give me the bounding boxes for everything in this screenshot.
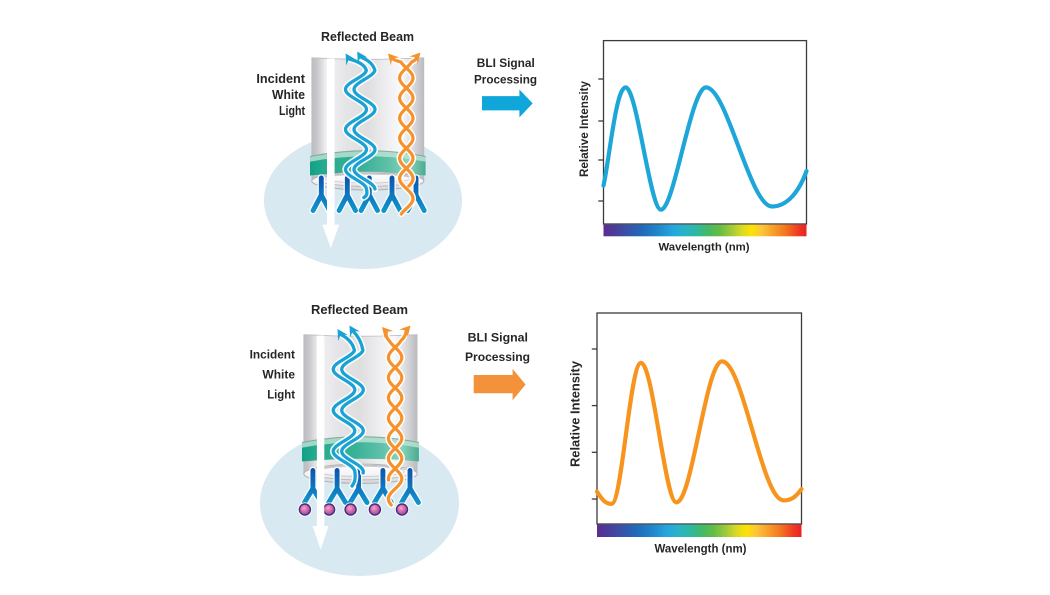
svg-text:Incident: Incident [256,72,305,86]
svg-text:Light: Light [279,104,306,118]
svg-text:Processing: Processing [465,350,530,364]
svg-text:White: White [272,88,305,102]
svg-text:Relative Intensity: Relative Intensity [569,361,583,467]
svg-text:Relative Intensity: Relative Intensity [578,81,591,177]
svg-text:White: White [262,368,295,382]
svg-text:Reflected Beam: Reflected Beam [321,30,414,44]
svg-text:Wavelength (nm): Wavelength (nm) [659,242,750,254]
svg-text:Light: Light [267,387,295,401]
svg-text:Incident: Incident [250,347,295,361]
svg-text:BLI Signal: BLI Signal [468,331,528,345]
svg-text:BLI Signal: BLI Signal [477,56,535,70]
svg-text:Reflected Beam: Reflected Beam [311,302,408,317]
svg-text:Processing: Processing [474,72,537,86]
svg-text:Wavelength (nm): Wavelength (nm) [655,543,747,556]
